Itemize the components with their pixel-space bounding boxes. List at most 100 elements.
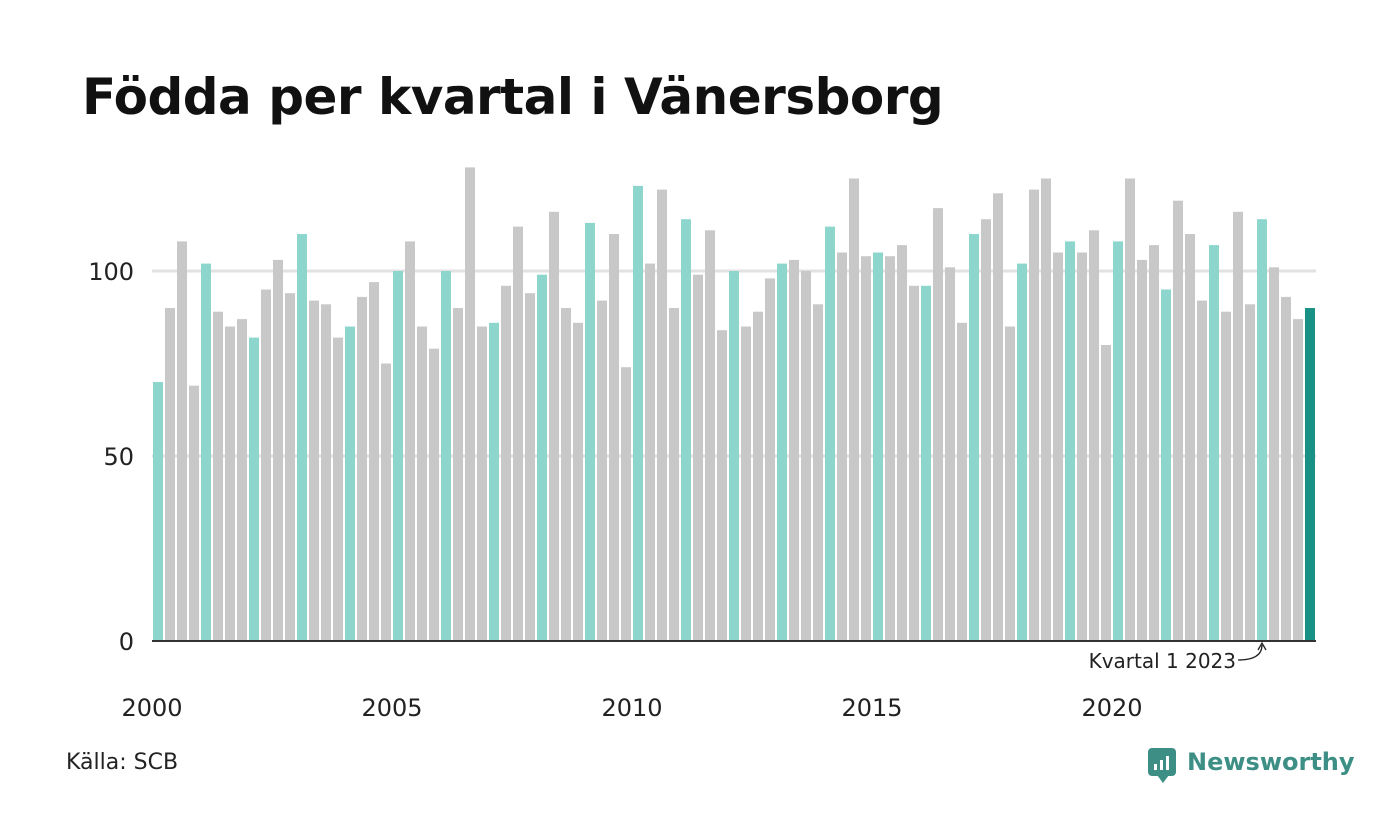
bar-2013-Q2 [789, 259, 799, 641]
bar-2015-Q2 [885, 256, 895, 641]
bar-2004-Q1 [345, 326, 355, 641]
bar-2001-Q4 [237, 319, 247, 641]
newsworthy-logo: Newsworthy [1148, 744, 1355, 783]
bar-2000-Q3 [177, 241, 187, 641]
bar-2007-Q3 [513, 226, 523, 641]
bar-2023-Q1 [1257, 219, 1267, 641]
brand-name: Newsworthy [1187, 748, 1355, 776]
bar-2018-Q2 [1029, 189, 1039, 641]
bar-2020-Q2 [1125, 178, 1135, 641]
bar-2015-Q4 [909, 285, 919, 641]
bar-2009-Q4 [621, 367, 631, 641]
bar-2013-Q1 [777, 263, 787, 641]
bar-2016-Q2 [933, 208, 943, 641]
bar-2018-Q4 [1053, 252, 1063, 641]
bar-2006-Q4 [477, 326, 487, 641]
bar-2011-Q3 [705, 230, 715, 642]
bar-2001-Q2 [213, 311, 223, 641]
bar-2021-Q4 [1197, 300, 1207, 641]
bar-2023-Q3 [1281, 296, 1291, 641]
bar-2000-Q1 [153, 382, 163, 641]
bars [153, 167, 1315, 642]
bar-2014-Q4 [861, 256, 871, 641]
x-tick-label: 2010 [601, 694, 662, 722]
bar-2011-Q4 [717, 330, 727, 641]
bar-2018-Q3 [1041, 178, 1051, 641]
bar-2013-Q3 [801, 271, 811, 641]
bar-2015-Q1 [873, 252, 883, 641]
bar-2020-Q3 [1137, 259, 1147, 641]
annotation: Kvartal 1 2023 [1089, 641, 1267, 673]
bar-2003-Q2 [309, 300, 319, 641]
bar-2014-Q2 [837, 252, 847, 641]
bar-2017-Q1 [969, 234, 979, 641]
bar-2007-Q1 [489, 322, 499, 641]
bar-2005-Q1 [393, 271, 403, 641]
bar-2023-Q4 [1293, 319, 1303, 641]
y-axis-ticks: 0 50 100 [88, 258, 134, 656]
bar-2002-Q4 [285, 293, 295, 641]
bar-2022-Q4 [1245, 304, 1255, 641]
y-tick-label: 0 [119, 628, 134, 656]
bar-2020-Q4 [1149, 245, 1159, 641]
bar-2009-Q3 [609, 234, 619, 641]
x-tick-label: 2020 [1081, 694, 1142, 722]
bar-2001-Q3 [225, 326, 235, 641]
bar-2002-Q2 [261, 289, 271, 641]
bar-2016-Q1 [921, 285, 931, 641]
bar-2004-Q2 [357, 296, 367, 641]
y-tick-label: 50 [103, 443, 134, 471]
annotation-label: Kvartal 1 2023 [1089, 649, 1236, 673]
source-note: Källa: SCB [66, 750, 179, 775]
x-axis-ticks: 2000 2005 2010 2015 2020 [121, 694, 1142, 722]
bar-2017-Q2 [981, 219, 991, 641]
bar-2018-Q1 [1017, 263, 1027, 641]
bar-2010-Q1 [633, 185, 643, 641]
bar-2002-Q3 [273, 259, 283, 641]
bar-2012-Q2 [741, 326, 751, 641]
x-tick-label: 2005 [361, 694, 422, 722]
bar-2017-Q3 [993, 193, 1003, 642]
bar-2022-Q1 [1209, 245, 1219, 641]
bar-2024-Q1 [1305, 308, 1315, 641]
bar-2014-Q1 [825, 226, 835, 641]
bar-2011-Q2 [693, 274, 703, 641]
bar-2009-Q1 [585, 222, 595, 641]
bar-2019-Q1 [1065, 241, 1075, 641]
annotation-arrow [1237, 644, 1263, 661]
bar-2006-Q3 [465, 167, 475, 641]
bar-2006-Q1 [441, 271, 451, 641]
bar-2022-Q3 [1233, 211, 1243, 642]
bar-2012-Q4 [765, 278, 775, 641]
bar-2004-Q4 [381, 363, 391, 641]
bar-2019-Q2 [1077, 252, 1087, 641]
bar-2011-Q1 [681, 219, 691, 641]
bar-2005-Q4 [429, 348, 439, 641]
bar-2015-Q3 [897, 245, 907, 641]
bar-2012-Q1 [729, 271, 739, 641]
bar-2006-Q2 [453, 308, 463, 641]
bar-2005-Q2 [405, 241, 415, 641]
bar-2021-Q2 [1173, 200, 1183, 641]
bar-2000-Q2 [165, 308, 175, 641]
bar-2021-Q3 [1185, 234, 1195, 641]
bar-2023-Q2 [1269, 267, 1279, 641]
bar-2016-Q4 [957, 322, 967, 641]
bar-2008-Q2 [549, 211, 559, 642]
bar-2012-Q3 [753, 311, 763, 641]
bar-2000-Q4 [189, 385, 199, 641]
bar-2002-Q1 [249, 337, 259, 641]
y-tick-label: 100 [88, 258, 134, 286]
bar-2013-Q4 [813, 304, 823, 641]
bar-2001-Q1 [201, 263, 211, 641]
bar-2019-Q3 [1089, 230, 1099, 642]
bar-2010-Q3 [657, 189, 667, 641]
chart-title: Födda per kvartal i Vänersborg [82, 68, 944, 126]
bar-2017-Q4 [1005, 326, 1015, 641]
bar-2003-Q4 [333, 337, 343, 641]
bar-2008-Q4 [573, 322, 583, 641]
annotation-arrowhead [1257, 641, 1267, 651]
bar-2008-Q1 [537, 274, 547, 641]
bar-2007-Q2 [501, 285, 511, 641]
x-tick-label: 2015 [841, 694, 902, 722]
